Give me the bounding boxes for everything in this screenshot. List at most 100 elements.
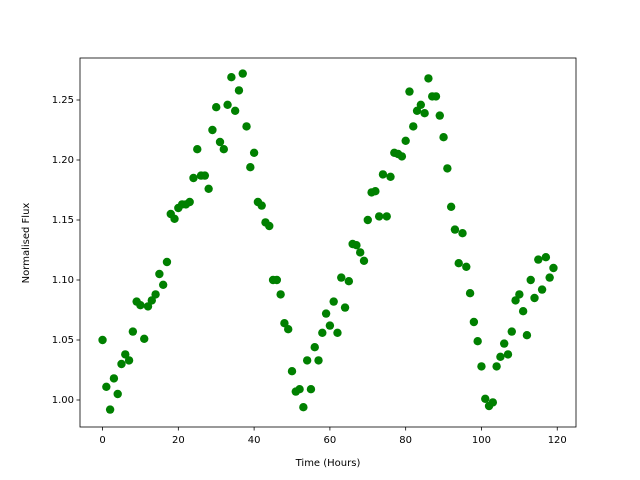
point bbox=[477, 362, 486, 371]
point bbox=[507, 327, 516, 336]
point bbox=[185, 197, 194, 207]
y-tick-label: 1.25 bbox=[52, 95, 74, 106]
x-axis-label: Time (Hours) bbox=[295, 458, 361, 469]
point bbox=[117, 359, 126, 369]
x-tick-label: 100 bbox=[472, 435, 491, 446]
point bbox=[344, 277, 354, 286]
point bbox=[481, 394, 490, 403]
point bbox=[276, 290, 285, 299]
point bbox=[549, 263, 558, 273]
point bbox=[234, 86, 244, 95]
x-tick-label: 120 bbox=[548, 435, 567, 446]
point bbox=[124, 356, 134, 365]
point bbox=[359, 256, 369, 265]
point bbox=[113, 389, 122, 399]
point bbox=[98, 335, 107, 345]
point bbox=[412, 106, 422, 116]
point bbox=[401, 136, 410, 145]
point bbox=[435, 111, 444, 120]
point bbox=[284, 325, 293, 334]
y-tick-label: 1.05 bbox=[52, 335, 74, 346]
point bbox=[458, 229, 467, 238]
point bbox=[499, 339, 509, 348]
point bbox=[492, 362, 501, 371]
y-tick-label: 1.15 bbox=[52, 215, 74, 226]
point bbox=[496, 352, 505, 361]
x-tick-label: 80 bbox=[399, 435, 412, 446]
point bbox=[329, 297, 338, 306]
point bbox=[147, 296, 157, 305]
plot-frame bbox=[79, 57, 577, 428]
point bbox=[333, 328, 342, 337]
point bbox=[321, 309, 331, 318]
point bbox=[302, 356, 312, 365]
point bbox=[170, 214, 179, 223]
point bbox=[318, 328, 327, 337]
point bbox=[230, 106, 240, 116]
point bbox=[397, 152, 407, 161]
point bbox=[443, 164, 452, 173]
point bbox=[534, 255, 543, 264]
point bbox=[439, 133, 448, 142]
point bbox=[121, 350, 130, 359]
point bbox=[140, 334, 149, 343]
point bbox=[212, 103, 221, 112]
point bbox=[363, 215, 372, 225]
point bbox=[208, 125, 217, 135]
point bbox=[340, 303, 350, 312]
y-axis-label: Normalised Flux bbox=[21, 203, 32, 284]
point bbox=[541, 253, 551, 262]
point bbox=[102, 382, 111, 391]
point bbox=[136, 301, 145, 310]
point bbox=[371, 187, 380, 196]
point bbox=[306, 385, 316, 394]
point bbox=[272, 275, 282, 285]
point bbox=[265, 221, 274, 231]
point bbox=[424, 74, 433, 83]
point bbox=[537, 285, 547, 294]
point bbox=[249, 148, 259, 157]
point bbox=[378, 170, 388, 179]
point bbox=[522, 331, 532, 340]
point bbox=[530, 293, 539, 303]
point bbox=[431, 92, 441, 101]
x-tick-label: 60 bbox=[324, 435, 337, 446]
point bbox=[511, 296, 520, 305]
point bbox=[473, 337, 482, 346]
point bbox=[215, 137, 225, 147]
y-tick-label: 1.20 bbox=[52, 155, 74, 166]
point bbox=[105, 405, 115, 414]
point bbox=[503, 350, 513, 359]
point bbox=[374, 212, 384, 221]
point bbox=[242, 122, 251, 131]
point bbox=[200, 171, 210, 180]
point bbox=[526, 275, 535, 285]
y-tick-label: 1.00 bbox=[52, 395, 74, 406]
point bbox=[382, 212, 391, 221]
point bbox=[310, 343, 319, 352]
point bbox=[545, 273, 554, 282]
y-tick-label: 1.10 bbox=[52, 275, 74, 286]
point bbox=[352, 241, 361, 250]
point bbox=[420, 109, 429, 118]
point bbox=[518, 307, 528, 316]
point bbox=[409, 122, 418, 131]
point bbox=[227, 73, 236, 82]
point bbox=[454, 259, 463, 268]
point bbox=[488, 398, 498, 407]
point bbox=[287, 367, 297, 376]
point bbox=[128, 327, 138, 336]
point bbox=[337, 273, 346, 282]
point bbox=[446, 202, 456, 211]
point bbox=[109, 374, 119, 383]
point bbox=[469, 317, 479, 327]
point bbox=[299, 403, 308, 412]
point bbox=[462, 262, 471, 271]
point bbox=[238, 69, 247, 78]
x-tick-label: 40 bbox=[248, 435, 261, 446]
point bbox=[405, 87, 414, 96]
point bbox=[155, 269, 164, 279]
point bbox=[295, 385, 304, 394]
